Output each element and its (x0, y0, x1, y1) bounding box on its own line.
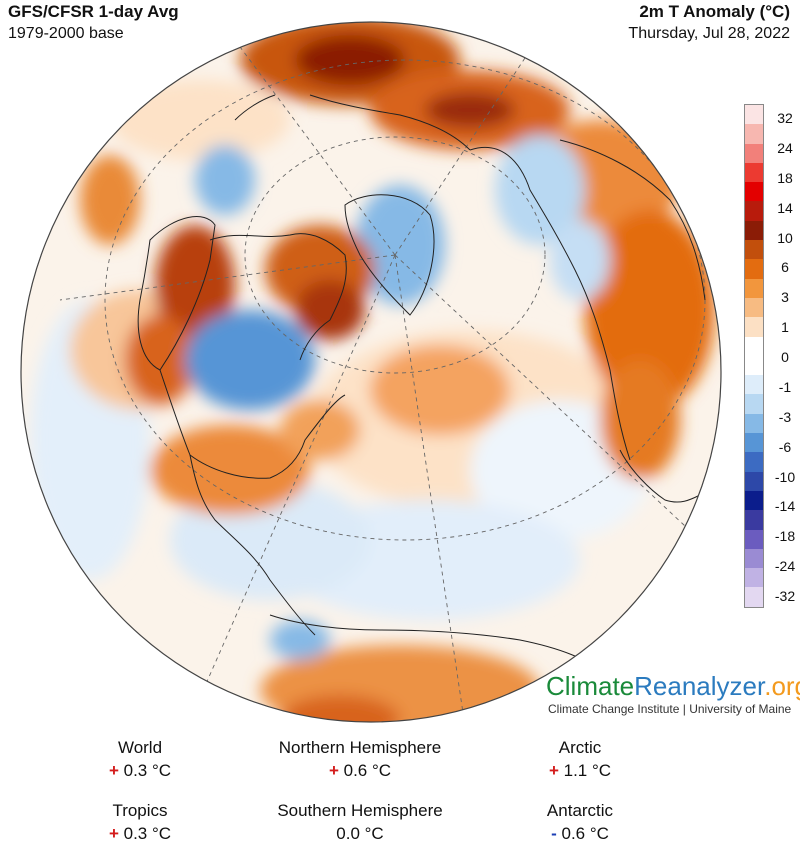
stat-world: World + 0.3 °C (20, 737, 260, 783)
colorbar-swatch (745, 240, 763, 260)
colorbar-swatch (745, 220, 763, 241)
stat-sign: - (551, 824, 557, 843)
colorbar-swatch (745, 336, 763, 356)
colorbar-swatch (745, 124, 763, 144)
colorbar-swatch (745, 355, 763, 376)
colorbar-tick-label: 10 (777, 229, 793, 246)
colorbar-tick-label: -32 (774, 588, 796, 604)
colorbar-tick-label: 3 (781, 289, 789, 306)
brand-subtitle: Climate Change Institute | University of… (548, 702, 792, 716)
map-subtitle: 1979-2000 base (8, 25, 124, 42)
stat-label: Southern Hemisphere (277, 801, 443, 820)
colorbar-tick-label: 18 (777, 169, 793, 186)
colorbar-tick-label: -14 (774, 498, 796, 515)
stat-value: 0.6 °C (561, 824, 609, 843)
colorbar-tick-label: 6 (781, 259, 789, 276)
colorbar-swatch (745, 413, 763, 434)
variable-title: 2m T Anomaly (°C) (639, 2, 790, 21)
colorbar-swatch (745, 490, 763, 511)
date-label: Thursday, Jul 28, 2022 (628, 25, 790, 42)
brand-logo[interactable]: ClimateReanalyzer.org (546, 671, 800, 701)
colorbar-swatch (745, 452, 763, 472)
colorbar-swatch (745, 278, 763, 298)
brand-part-climate: Climate (546, 671, 635, 701)
colorbar-tick-label: -1 (778, 378, 792, 395)
colorbar-tick-label: -24 (774, 558, 796, 575)
colorbar-tick-label: 24 (777, 139, 793, 156)
stat-label: Arctic (558, 738, 602, 757)
stat-antarctic: Antarctic - 0.6 °C (460, 800, 700, 846)
stat-sign: + (108, 761, 119, 780)
colorbar-tick-label: -18 (774, 528, 796, 545)
stat-value: 0.3 °C (123, 824, 172, 843)
stat-sign: + (548, 761, 559, 780)
colorbar-legend: 32 24 18 14 10 6 3 1 0 -1 -3 -6 -10 -14 -18 -24 -32 (744, 104, 800, 608)
stat-label: World (117, 738, 163, 757)
colorbar-swatch (745, 259, 763, 279)
colorbar-swatch (745, 162, 763, 183)
colorbar-tick-label: -10 (774, 468, 796, 485)
colorbar-swatch (745, 182, 763, 202)
stat-label: Northern Hemisphere (278, 738, 442, 757)
coastlines (137, 94, 706, 673)
colorbar-swatch (745, 433, 763, 453)
stat-value: 1.1 °C (563, 761, 612, 780)
stat-southern-hemisphere: Southern Hemisphere 0.0 °C (240, 800, 480, 846)
brand-part-reanalyzer: Reanalyzer (634, 671, 765, 701)
brand-part-org: .org (764, 671, 800, 701)
colorbar-swatch (745, 394, 763, 414)
colorbar-swatch (745, 375, 763, 395)
colorbar-tick-label: 32 (777, 110, 793, 126)
stat-value: 0.6 °C (343, 761, 392, 780)
stat-sign: + (328, 761, 339, 780)
stat-tropics: Tropics + 0.3 °C (20, 800, 260, 846)
stat-value: 0.0 °C (336, 824, 384, 843)
colorbar-tick-label: 14 (777, 199, 793, 216)
colorbar-swatch (745, 471, 763, 491)
colorbar-swatch (745, 297, 763, 318)
colorbar (744, 104, 764, 608)
colorbar-swatch (745, 568, 763, 588)
stat-label: Tropics (112, 801, 168, 820)
colorbar-swatch (745, 143, 763, 163)
colorbar-swatch (745, 587, 763, 607)
colorbar-swatch (745, 548, 763, 569)
colorbar-swatch (745, 105, 763, 125)
stat-northern-hemisphere: Northern Hemisphere + 0.6 °C (240, 737, 480, 783)
colorbar-tick-label: 1 (781, 319, 789, 336)
colorbar-swatch (745, 201, 763, 221)
stat-sign: + (108, 824, 119, 843)
anomaly-field (30, 22, 715, 722)
colorbar-swatch (745, 529, 763, 549)
map-title: GFS/CFSR 1-day Avg (8, 2, 179, 21)
colorbar-tick-label: 0 (781, 349, 789, 365)
colorbar-tick-label: -3 (778, 408, 792, 425)
colorbar-swatch (745, 317, 763, 337)
colorbar-swatch (745, 510, 763, 530)
stat-value: 0.3 °C (123, 761, 172, 780)
colorbar-tick-label: -6 (778, 438, 792, 455)
stat-label: Antarctic (546, 801, 614, 820)
stat-arctic: Arctic + 1.1 °C (460, 737, 700, 783)
